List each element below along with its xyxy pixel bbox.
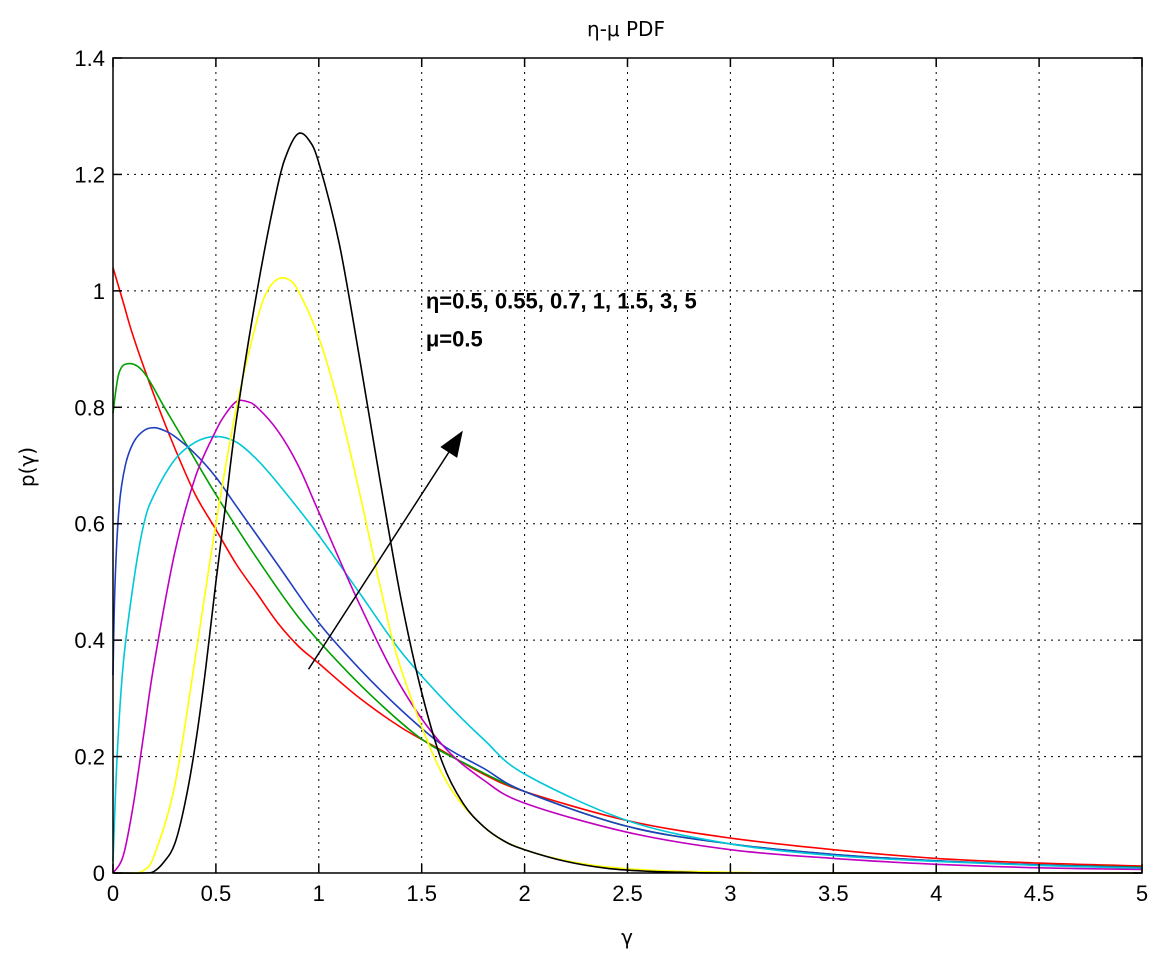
- x-tick-label: 0: [107, 881, 119, 906]
- series-group: [112, 132, 1143, 875]
- y-tick-label: 0: [93, 861, 105, 886]
- x-tick-label: 2: [518, 881, 530, 906]
- x-tick-labels: 0 0.5 1 1.5 2 2.5 3 3.5 4 4.5 5: [107, 881, 1148, 906]
- chart-title: η-μ PDF: [587, 17, 665, 41]
- series-line-1: [112, 267, 1143, 867]
- series-line-4: [112, 435, 1143, 870]
- annotation-arrow-shaft: [307, 451, 450, 670]
- y-tick-labels: 0 0.2 0.4 0.6 0.8 1 1.2 1.4: [74, 46, 105, 886]
- series-line-7: [112, 132, 1142, 874]
- annotation-eta-values: η=0.5, 0.55, 0.7, 1, 1.5, 3, 5: [426, 288, 697, 313]
- x-tick-label: 4.5: [1024, 881, 1055, 906]
- x-tick-label: 4: [930, 881, 942, 906]
- y-tick-label: 0.2: [74, 745, 105, 770]
- grid: [113, 58, 1142, 873]
- y-tick-label: 1.4: [74, 46, 105, 71]
- x-tick-label: 5: [1136, 881, 1148, 906]
- x-tick-label: 3: [724, 881, 736, 906]
- ticks: [112, 57, 1143, 874]
- y-tick-label: 1: [93, 279, 105, 304]
- x-tick-label: 1.5: [406, 881, 437, 906]
- y-tick-label: 0.6: [74, 512, 105, 537]
- x-tick-label: 2.5: [612, 881, 643, 906]
- annotation: η=0.5, 0.55, 0.7, 1, 1.5, 3, 5 μ=0.5: [307, 288, 697, 670]
- y-tick-label: 0.8: [74, 395, 105, 420]
- x-axis-label: γ: [621, 925, 633, 949]
- y-tick-label: 0.4: [74, 628, 105, 653]
- y-axis-label: p(γ): [15, 447, 39, 487]
- annotation-mu-value: μ=0.5: [426, 326, 483, 351]
- series-line-5: [112, 399, 1143, 874]
- x-tick-label: 3.5: [818, 881, 849, 906]
- x-tick-label: 0.5: [201, 881, 232, 906]
- x-tick-label: 1: [313, 881, 325, 906]
- annotation-arrow-head: [440, 430, 463, 458]
- y-tick-label: 1.2: [74, 162, 105, 187]
- series-line-3: [112, 426, 1143, 869]
